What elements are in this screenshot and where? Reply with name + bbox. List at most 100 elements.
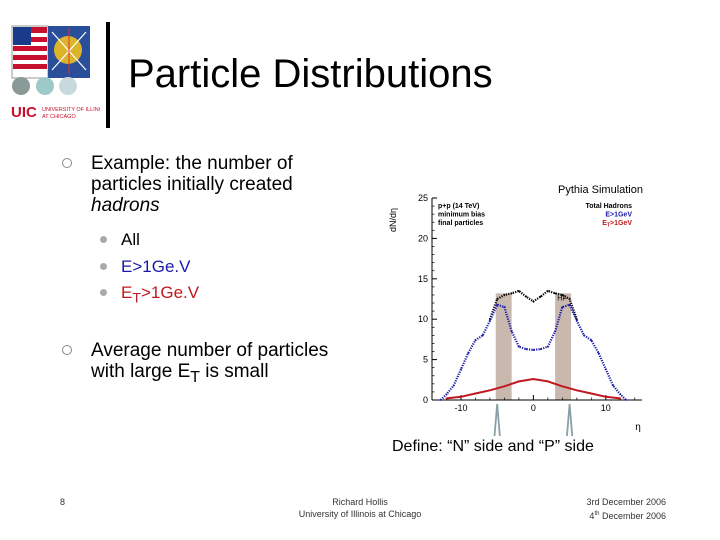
subitem-et-main: E [121,283,133,302]
data-point [517,345,520,348]
data-point [452,384,455,387]
define-caption: Define: “N” side and “P” side [392,438,594,455]
data-point [539,348,542,350]
data-point [445,393,448,396]
page-title: Particle Distributions [128,52,493,96]
chart-svg: HF 0 5 10 15 20 25 -10 0 10 dN/dη η Pythia Simulatio… [388,184,643,453]
data-point [546,380,549,383]
data-point [554,330,557,333]
bullet-average-text: Average number of particles with large E… [91,340,361,388]
subitem-et-tail: >1Ge.V [141,283,200,302]
author-affiliation: University of Illinois at Chicago [298,509,422,519]
data-point [575,389,578,392]
pythia-chart: HF 0 5 10 15 20 25 -10 0 10 dN/dη η Pythia Simulatio… [386,180,650,453]
y-tick-label: 10 [418,314,428,324]
data-point [460,395,462,398]
bullet-hadrons-lead: Example: the number of particles initial… [91,153,293,195]
date-line-2: 4th December 2006 [560,508,666,522]
logo-uic-text: UIC [11,104,37,121]
date-2-suffix: th [594,511,600,517]
data-point [517,290,520,292]
data-point [575,319,578,322]
bullet-ring-icon [62,158,72,168]
data-point [489,319,491,322]
band-arrow [492,403,503,453]
bullet-ring-icon [62,345,72,355]
data-point [496,303,499,306]
title-divider [106,22,110,128]
page-number: 8 [60,497,66,507]
data-point [474,339,477,342]
data-point [489,389,491,392]
chart-title: Pythia Simulation [558,184,643,196]
data-point [546,345,549,348]
data-point [619,397,622,400]
chart-info-text: minimum bias [438,212,485,219]
y-axis-label: dN/dη [388,208,398,232]
logo-side-text-1: UNIVERSITY OF ILLINOIS [42,107,100,113]
bullet-dot-icon [100,236,107,243]
data-point [619,393,622,396]
data-point [503,294,506,296]
data-point [561,385,564,388]
data-point [496,298,499,300]
data-point [625,399,627,401]
subitem-e-label: E>1Ge.V [121,257,191,276]
x-axis-label: η [635,422,641,433]
data-point [604,368,607,371]
data-point [525,295,528,298]
data-point [517,380,520,383]
data-point [604,395,607,398]
data-point [481,334,484,337]
subitem-all-label: All [121,230,140,249]
data-point [439,399,442,401]
hf-band [495,293,512,400]
data-point [597,352,600,355]
bullet-dot-icon [100,289,107,296]
data-point [503,306,506,308]
author-name: Richard Hollis [332,497,388,507]
y-tick-label: 5 [423,355,428,365]
data-point [445,397,448,400]
logo-side-text-2: AT CHICAGO [42,114,76,120]
bullet-dot-icon [100,263,107,270]
data-point [467,352,470,355]
x-tick-label: 10 [601,403,611,413]
data-point [503,385,506,388]
data-point [510,330,513,333]
legend-e-gt-1gev: E>1GeV [605,212,632,219]
data-point [532,300,535,303]
x-tick-label: -10 [454,403,467,413]
band-arrow [564,403,575,453]
data-point [532,378,535,380]
data-point [532,349,535,351]
data-point [561,306,564,308]
subitem-et-label: ET>1Ge.V [121,283,199,308]
date-2-rest: December 2006 [599,511,666,521]
footer-dates: 3rd December 2006 4th December 2006 [560,496,666,522]
data-point [590,392,593,395]
date-line-1: 3rd December 2006 [586,497,666,507]
x-tick-label: 0 [531,403,536,413]
footer-author: Richard Hollis University of Illinois at… [290,496,430,520]
data-point [561,294,564,296]
uic-logo: UIC UNIVERSITY OF ILLINOIS AT CHICAGO [8,22,109,127]
date-2-day: 4 [589,511,595,521]
data-point [568,303,571,306]
data-point [510,292,513,295]
y-tick-label: 25 [418,193,428,203]
chart-info-text: final particles [438,220,483,227]
bullet-average-lead: Average number of particles with large E [91,340,329,382]
bullet-average-sub: T [190,368,200,386]
data-point [539,295,542,298]
legend-total-hadrons: Total Hadrons [585,203,632,210]
data-point [612,384,614,387]
bullet-average-tail: is small [199,361,269,382]
legend-et-gt-1gev: ET>1GeV [602,220,632,229]
y-tick-label: 15 [418,274,428,284]
hf-label: HF [557,296,566,303]
bullet-hadrons-emph: hadrons [91,195,160,216]
y-tick-label: 0 [423,395,428,405]
data-point [590,339,593,342]
bullet-hadrons-text: Example: the number of particles initial… [91,153,361,216]
